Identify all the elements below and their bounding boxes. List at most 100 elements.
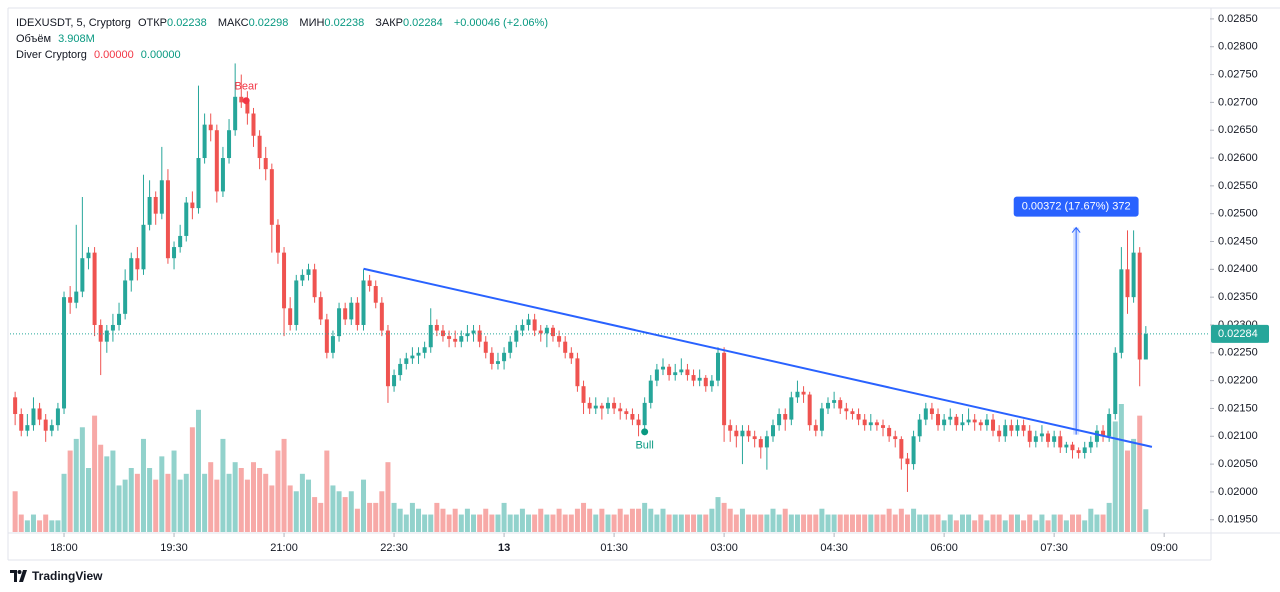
candle-body	[936, 414, 941, 426]
volume-bar	[788, 514, 794, 532]
candle-body	[746, 430, 751, 437]
volume-bar	[1014, 514, 1020, 532]
candle-body	[337, 308, 342, 337]
volume-bar	[483, 508, 489, 532]
volume-bar	[1045, 520, 1051, 532]
volume-bar	[697, 514, 703, 532]
candle-body	[428, 324, 433, 348]
volume-bar	[73, 438, 79, 532]
volume-bar	[18, 514, 24, 532]
volume-bar	[801, 514, 807, 532]
volume-bar	[330, 485, 336, 532]
candle-body	[508, 341, 513, 353]
candle-body	[147, 196, 152, 225]
volume-bar	[617, 508, 623, 532]
volume-bar	[299, 473, 305, 532]
volume-bar	[1063, 520, 1069, 532]
candle-body	[832, 400, 837, 403]
candle-body	[563, 341, 568, 353]
volume-bar	[929, 514, 935, 532]
trend-line	[363, 267, 1153, 448]
volume-bar	[409, 502, 415, 532]
candle-body	[233, 96, 238, 131]
candle-body	[783, 414, 788, 420]
volume-bar	[568, 514, 574, 532]
indicator-name: Diver Cryptorg	[16, 49, 87, 61]
volume-bar	[306, 479, 312, 532]
volume-bar	[1094, 514, 1100, 532]
volume-bar	[519, 508, 525, 532]
candle-body	[392, 375, 397, 387]
candle-body	[172, 247, 177, 259]
volume-bar	[367, 502, 373, 532]
volume-bar	[1021, 520, 1027, 532]
candle-body	[306, 269, 311, 275]
candle-body	[269, 169, 274, 225]
candle-body	[117, 313, 122, 325]
candle-body	[1064, 444, 1069, 448]
volume-bar	[898, 508, 904, 532]
candle-body	[282, 252, 287, 309]
signal-label: Bear	[235, 81, 259, 93]
volume-bar	[837, 514, 843, 532]
symbol: IDEXUSDT, 5, Cryptorg	[16, 17, 131, 29]
candle-body	[972, 419, 977, 423]
candle-body	[1101, 430, 1106, 437]
volume-bar	[739, 508, 745, 532]
candle-body	[110, 324, 115, 331]
volume-bar	[703, 514, 709, 532]
candle-body	[349, 302, 354, 320]
candle-body	[1088, 441, 1093, 448]
candle-body	[856, 414, 861, 420]
volume-bar	[379, 491, 385, 532]
volume-bar	[61, 473, 67, 532]
y-tick-label: 0.02650	[1218, 124, 1258, 136]
volume-bar	[880, 514, 886, 532]
candle-body	[942, 419, 947, 426]
volume-bar	[611, 514, 617, 532]
candle-body	[911, 436, 916, 465]
candle-body	[453, 338, 458, 342]
candle-body	[587, 402, 592, 409]
volume-bar	[672, 514, 678, 532]
candle-body	[355, 302, 360, 325]
candle-body	[899, 439, 904, 459]
candle-body	[190, 202, 195, 209]
volume-bar	[532, 514, 538, 532]
volume-bar	[691, 514, 697, 532]
candle-body	[214, 130, 219, 192]
volume-bar	[122, 479, 128, 532]
volume-bar	[923, 514, 929, 532]
volume-bar	[1118, 404, 1124, 532]
volume-bar	[978, 514, 984, 532]
candle-body	[581, 386, 586, 403]
volume-bar	[140, 438, 146, 532]
volume-bar	[238, 468, 244, 532]
y-tick-label: 0.02750	[1218, 68, 1258, 80]
candle-body	[740, 430, 745, 437]
volume-bar	[446, 514, 452, 532]
brand-name: TradingView	[32, 569, 103, 583]
candle-body	[1052, 436, 1057, 442]
volume-value: 3.908M	[58, 33, 95, 45]
volume-bar	[324, 450, 330, 532]
candle-body	[685, 369, 690, 376]
x-tick-label: 19:30	[160, 542, 188, 554]
volume-bar	[782, 508, 788, 532]
volume-bar	[935, 514, 941, 532]
candle-body	[49, 425, 54, 431]
volume-bar	[189, 427, 195, 532]
volume-bar	[660, 508, 666, 532]
candle-body	[129, 258, 134, 281]
candle-body	[978, 422, 983, 426]
volume-bar	[593, 514, 599, 532]
candle-body	[495, 361, 500, 364]
volume-bar	[208, 462, 214, 532]
candle-body	[1082, 447, 1087, 453]
volume-bar	[281, 438, 287, 532]
candle-body	[1131, 252, 1136, 298]
last-price-tag	[1211, 324, 1269, 343]
volume-bar	[434, 502, 440, 532]
volume-bar	[581, 502, 587, 532]
volume-bar	[452, 508, 458, 532]
